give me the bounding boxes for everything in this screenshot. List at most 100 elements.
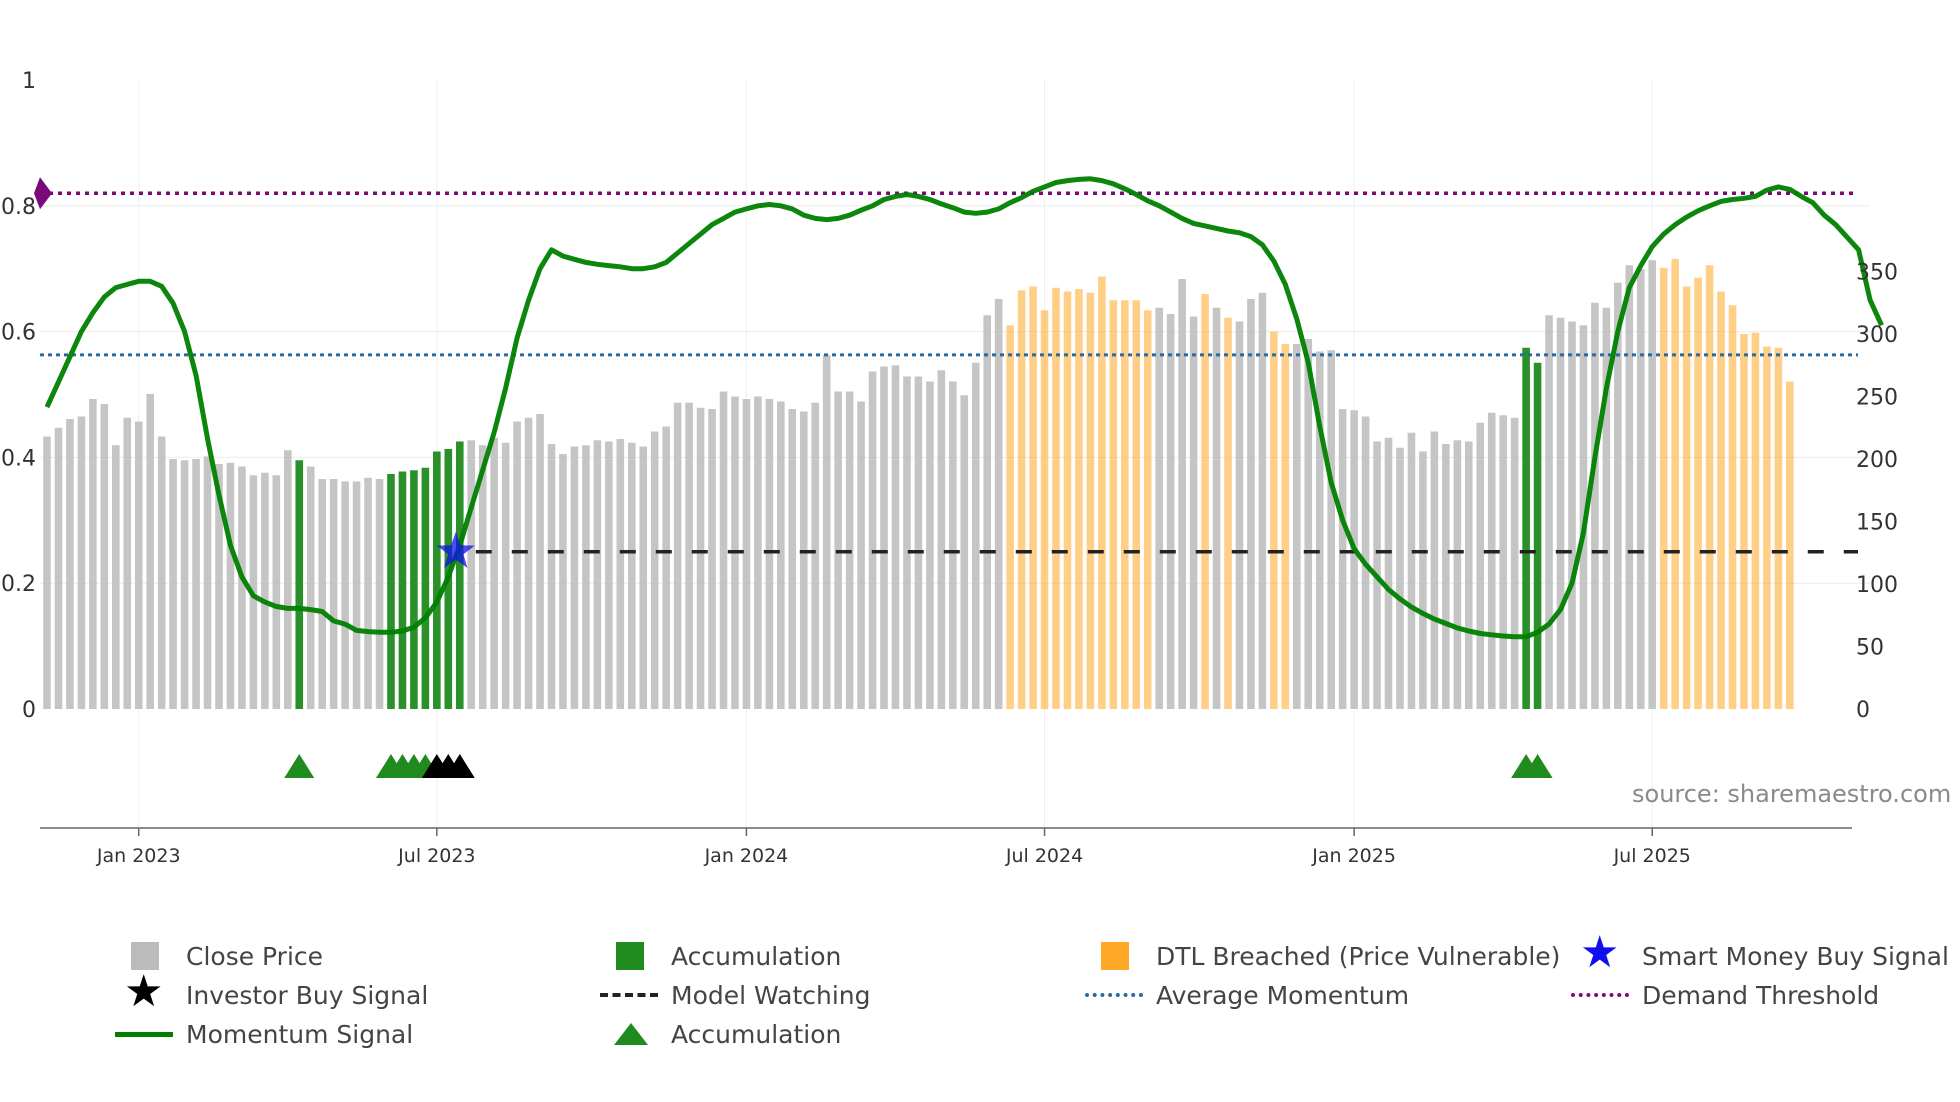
dtl-breached-bar bbox=[1774, 347, 1783, 709]
close-price-bar bbox=[754, 396, 762, 709]
close-price-bar bbox=[1419, 451, 1427, 709]
close-price-bar bbox=[478, 445, 487, 709]
close-price-bar bbox=[960, 395, 969, 709]
close-price-bar bbox=[318, 479, 326, 709]
close-price-bar bbox=[100, 404, 109, 709]
right-tick-label: 250 bbox=[1856, 386, 1898, 411]
close-price-bar bbox=[777, 401, 785, 709]
close-price-bar bbox=[799, 411, 808, 709]
dtl-breached-bar bbox=[1075, 289, 1083, 709]
close-price-bar bbox=[180, 460, 189, 709]
left-tick-label: 0.2 bbox=[1, 572, 36, 597]
close-price-bar bbox=[1510, 417, 1519, 709]
close-price-bar bbox=[1487, 412, 1496, 709]
close-price-bar bbox=[891, 365, 900, 709]
close-price-bar bbox=[1614, 282, 1622, 709]
accumulation-bar bbox=[1533, 362, 1542, 709]
close-price-bar bbox=[1442, 444, 1450, 709]
dtl-breached-bar bbox=[1682, 286, 1691, 709]
close-price-bar bbox=[134, 421, 143, 709]
close-price-bar bbox=[1235, 321, 1244, 709]
x-tick-label: Jul 2025 bbox=[1613, 845, 1691, 867]
close-price-bar bbox=[559, 454, 567, 709]
close-price-bar bbox=[490, 437, 498, 709]
right-tick-label: 50 bbox=[1856, 636, 1884, 661]
close-price-bar bbox=[43, 436, 51, 709]
dtl-breached-bar bbox=[1751, 332, 1760, 709]
dtl-breached-bar bbox=[1786, 381, 1794, 709]
close-price-bar bbox=[375, 479, 384, 709]
close-price-bar bbox=[1464, 441, 1473, 709]
close-price-bar bbox=[1625, 265, 1634, 709]
close-price-bar bbox=[1178, 279, 1186, 709]
close-price-bar bbox=[547, 444, 556, 709]
close-price-bar bbox=[605, 441, 613, 709]
close-price-bar bbox=[822, 355, 831, 709]
close-price-bar bbox=[261, 472, 269, 709]
close-price-bar bbox=[1166, 314, 1175, 709]
close-price-bar bbox=[467, 440, 476, 709]
close-price-bar bbox=[123, 417, 132, 709]
dtl-breached-bar bbox=[1132, 300, 1141, 709]
close-price-bar bbox=[868, 371, 877, 709]
close-price-bar bbox=[501, 442, 510, 709]
close-price-bar bbox=[685, 402, 693, 709]
close-price-bar bbox=[192, 459, 200, 709]
accumulation-bar bbox=[398, 471, 407, 709]
dtl-breached-bar bbox=[1017, 290, 1026, 709]
dtl-breached-bar bbox=[1740, 334, 1748, 709]
accumulation-triangle-marker bbox=[1522, 754, 1553, 778]
left-tick-label: 1 bbox=[22, 69, 36, 94]
close-price-bar bbox=[650, 431, 659, 709]
close-price-bar bbox=[903, 376, 911, 709]
left-tick-label: 0 bbox=[22, 698, 36, 723]
dtl-breached-bar bbox=[1006, 325, 1014, 709]
close-price-bar bbox=[1384, 437, 1393, 709]
close-price-bar bbox=[352, 481, 361, 709]
close-price-bar bbox=[1453, 440, 1462, 709]
close-price-bar bbox=[593, 440, 602, 709]
close-price-bar bbox=[627, 442, 636, 709]
close-price-bar bbox=[1602, 307, 1611, 709]
close-price-bar bbox=[169, 459, 177, 709]
accumulation-bar bbox=[295, 460, 304, 709]
close-price-bar bbox=[341, 481, 349, 709]
close-price-bar bbox=[937, 370, 946, 709]
close-price-bar bbox=[1556, 317, 1565, 709]
smart-money-buy-star bbox=[436, 531, 475, 568]
right-tick-label: 200 bbox=[1856, 448, 1898, 473]
close-price-bar bbox=[639, 446, 648, 709]
close-price-bar bbox=[1636, 269, 1645, 709]
close-price-bar bbox=[673, 402, 682, 709]
x-tick-label: Jul 2024 bbox=[1005, 845, 1083, 867]
left-tick-label: 0.6 bbox=[1, 321, 36, 346]
x-tick-label: Jan 2023 bbox=[96, 845, 181, 867]
close-price-bar bbox=[1304, 339, 1313, 709]
dtl-breached-bar bbox=[1763, 346, 1771, 709]
dtl-breached-bar bbox=[1109, 300, 1118, 709]
accumulation-bar bbox=[455, 441, 464, 709]
close-price-bar bbox=[77, 416, 86, 709]
momentum-signal-line bbox=[44, 176, 1884, 640]
close-price-bar bbox=[513, 421, 521, 709]
close-price-bar bbox=[1591, 302, 1599, 709]
right-tick-label: 100 bbox=[1856, 573, 1898, 598]
close-price-bar bbox=[1545, 315, 1553, 709]
close-price-bar bbox=[157, 436, 166, 709]
dtl-breached-bar bbox=[1281, 344, 1290, 709]
price-bars bbox=[43, 259, 1794, 709]
close-price-bar bbox=[1212, 307, 1221, 709]
close-price-bar bbox=[971, 362, 980, 709]
close-price-bar bbox=[364, 477, 372, 709]
accumulation-triangle-marker bbox=[284, 754, 315, 778]
close-price-bar bbox=[1648, 260, 1657, 709]
close-price-bar bbox=[1430, 431, 1439, 709]
close-price-bar bbox=[616, 439, 625, 709]
close-price-bar bbox=[536, 414, 544, 709]
close-price-bar bbox=[1258, 292, 1267, 709]
close-price-bar bbox=[1568, 321, 1576, 709]
close-price-bar bbox=[1338, 409, 1347, 709]
accumulation-bar bbox=[387, 474, 395, 709]
close-price-bar bbox=[1189, 316, 1198, 709]
accumulation-bar bbox=[410, 470, 418, 709]
